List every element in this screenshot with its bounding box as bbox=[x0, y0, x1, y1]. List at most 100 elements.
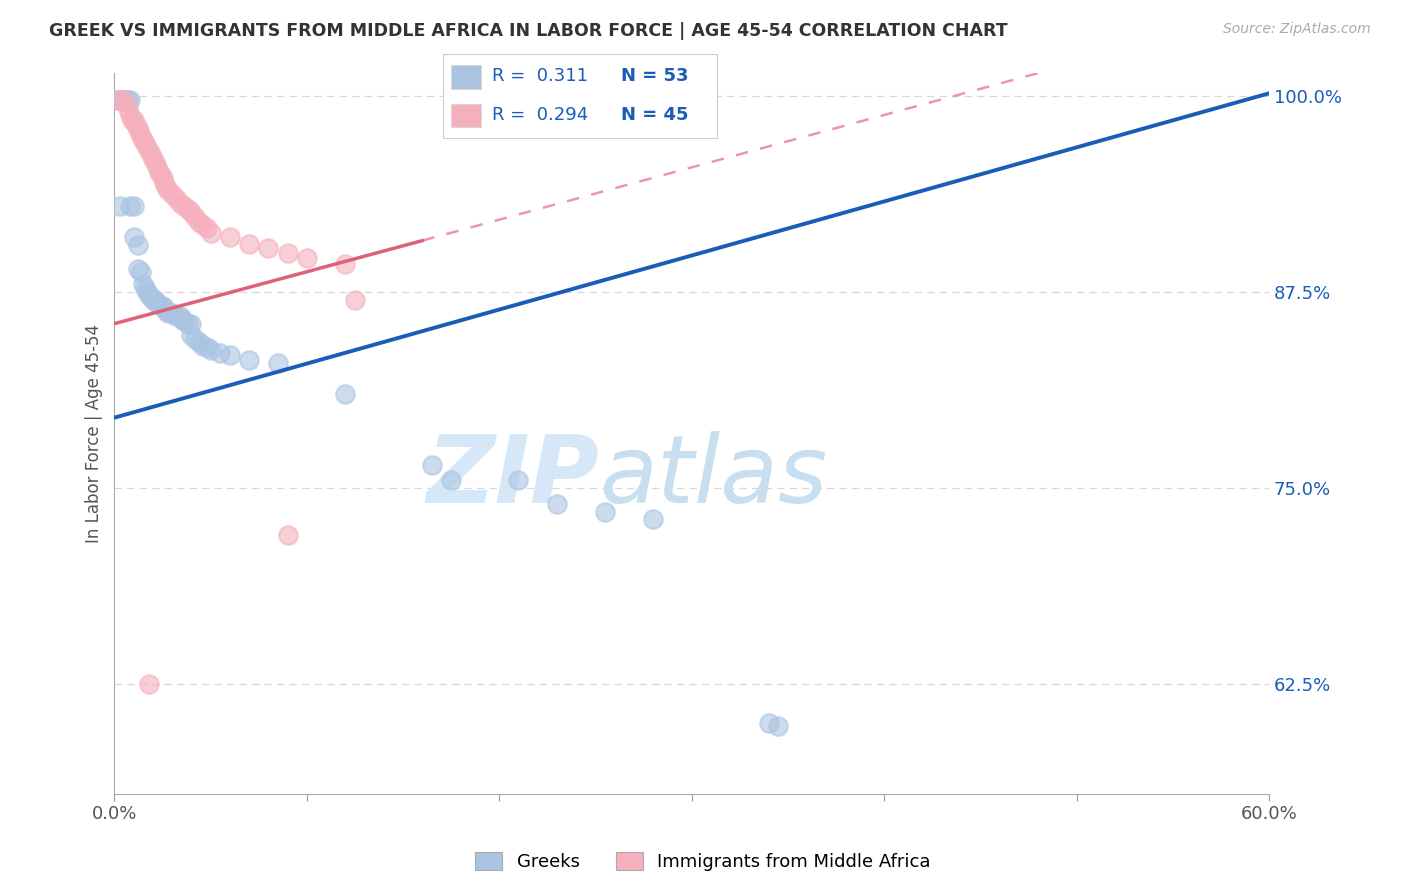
Point bbox=[155, 180, 177, 194]
FancyBboxPatch shape bbox=[451, 103, 481, 128]
Point bbox=[152, 170, 174, 185]
Point bbox=[180, 317, 202, 331]
Point bbox=[176, 202, 198, 217]
Point bbox=[127, 238, 149, 252]
Point bbox=[136, 285, 159, 300]
Point bbox=[136, 139, 159, 153]
Point bbox=[768, 719, 790, 733]
Point bbox=[108, 199, 131, 213]
Point bbox=[257, 242, 280, 256]
Point bbox=[108, 93, 131, 107]
Point bbox=[131, 128, 153, 143]
Point bbox=[111, 93, 134, 107]
Point bbox=[153, 176, 176, 190]
Point bbox=[277, 246, 299, 260]
Point bbox=[153, 301, 176, 315]
Point bbox=[165, 309, 187, 323]
Point bbox=[149, 168, 172, 182]
Point bbox=[132, 277, 155, 292]
Point bbox=[107, 93, 129, 107]
Point bbox=[131, 265, 153, 279]
Point bbox=[118, 108, 141, 122]
Point bbox=[200, 226, 222, 240]
Point bbox=[117, 93, 139, 107]
Point bbox=[267, 356, 290, 370]
Point bbox=[128, 124, 150, 138]
Point bbox=[195, 221, 218, 235]
Point bbox=[184, 210, 207, 224]
Point bbox=[127, 120, 149, 135]
Point bbox=[111, 93, 134, 107]
Point bbox=[440, 473, 463, 487]
Point bbox=[145, 296, 167, 310]
Point bbox=[180, 205, 202, 219]
Point bbox=[139, 147, 162, 161]
Point bbox=[188, 335, 211, 350]
Point bbox=[238, 236, 260, 251]
Point bbox=[277, 528, 299, 542]
Point bbox=[118, 199, 141, 213]
Text: GREEK VS IMMIGRANTS FROM MIDDLE AFRICA IN LABOR FORCE | AGE 45-54 CORRELATION CH: GREEK VS IMMIGRANTS FROM MIDDLE AFRICA I… bbox=[49, 22, 1008, 40]
Point bbox=[170, 312, 193, 326]
Point bbox=[121, 113, 143, 128]
Point bbox=[115, 95, 138, 110]
Point bbox=[209, 346, 232, 360]
Point bbox=[148, 298, 170, 312]
Point bbox=[758, 716, 780, 731]
Point bbox=[176, 317, 198, 331]
Text: atlas: atlas bbox=[599, 431, 828, 522]
Point bbox=[165, 191, 187, 205]
Text: N = 45: N = 45 bbox=[621, 105, 689, 123]
Point bbox=[593, 505, 616, 519]
Point bbox=[122, 230, 145, 244]
Legend: Greeks, Immigrants from Middle Africa: Greeks, Immigrants from Middle Africa bbox=[468, 845, 938, 879]
Point bbox=[143, 155, 166, 169]
Point bbox=[295, 251, 318, 265]
Point bbox=[191, 338, 214, 352]
Point bbox=[546, 497, 568, 511]
Point bbox=[335, 387, 357, 401]
Point bbox=[180, 327, 202, 342]
Text: Source: ZipAtlas.com: Source: ZipAtlas.com bbox=[1223, 22, 1371, 37]
Point bbox=[157, 184, 180, 198]
Point bbox=[143, 293, 166, 307]
Point bbox=[118, 93, 141, 107]
Point bbox=[117, 102, 139, 116]
Point bbox=[218, 230, 240, 244]
Point bbox=[195, 340, 218, 354]
Point bbox=[148, 164, 170, 178]
Point bbox=[142, 293, 165, 307]
Point bbox=[134, 136, 156, 151]
Point bbox=[343, 293, 366, 307]
Point bbox=[124, 118, 146, 132]
Point bbox=[173, 199, 195, 213]
Point bbox=[122, 199, 145, 213]
Point bbox=[200, 343, 222, 358]
Point bbox=[145, 160, 167, 174]
Point bbox=[134, 280, 156, 294]
Point bbox=[173, 313, 195, 327]
Point bbox=[508, 473, 530, 487]
Point bbox=[157, 306, 180, 320]
Point bbox=[160, 186, 183, 201]
Point bbox=[160, 306, 183, 320]
Point bbox=[335, 257, 357, 271]
Point bbox=[107, 93, 129, 107]
Point bbox=[184, 332, 207, 346]
Text: R =  0.311: R = 0.311 bbox=[492, 68, 588, 86]
Point bbox=[115, 93, 138, 107]
FancyBboxPatch shape bbox=[451, 65, 481, 89]
Point bbox=[132, 133, 155, 147]
Text: N = 53: N = 53 bbox=[621, 68, 689, 86]
Point bbox=[188, 215, 211, 229]
Point bbox=[191, 218, 214, 232]
Y-axis label: In Labor Force | Age 45-54: In Labor Force | Age 45-54 bbox=[86, 324, 103, 543]
Point bbox=[643, 512, 665, 526]
Point bbox=[155, 304, 177, 318]
Point bbox=[152, 300, 174, 314]
Point bbox=[138, 677, 160, 691]
Point bbox=[127, 261, 149, 276]
Point bbox=[112, 93, 135, 107]
Point bbox=[138, 145, 160, 159]
Point bbox=[218, 348, 240, 362]
